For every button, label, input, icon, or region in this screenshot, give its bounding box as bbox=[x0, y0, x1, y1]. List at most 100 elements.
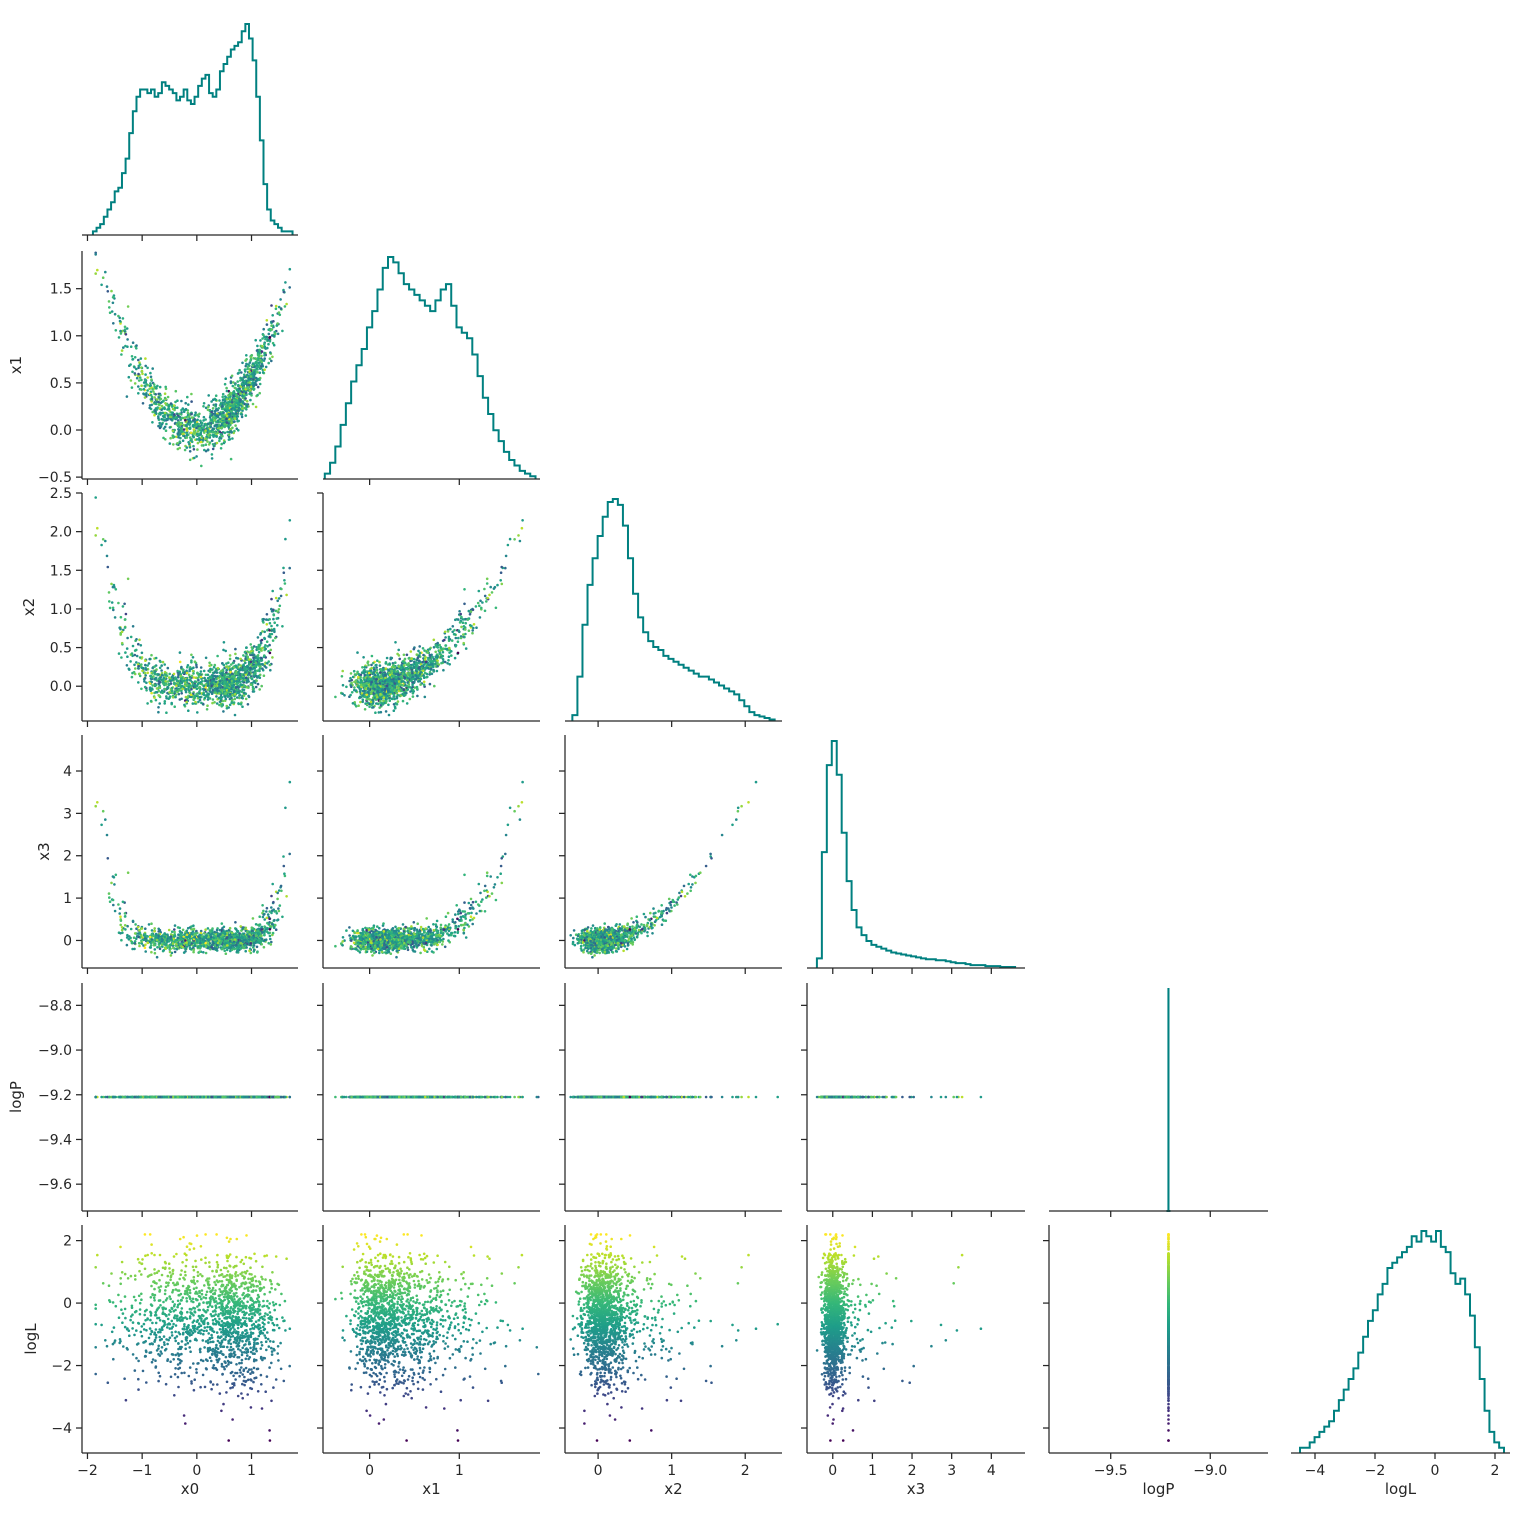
scatter-point bbox=[436, 670, 439, 673]
scatter-point bbox=[182, 439, 185, 442]
scatter-point bbox=[274, 637, 277, 640]
scatter-point bbox=[162, 683, 165, 686]
scatter-point bbox=[158, 702, 161, 705]
scatter-point bbox=[165, 711, 168, 714]
scatter-point bbox=[234, 417, 237, 420]
scatter-point bbox=[491, 591, 494, 594]
scatter-point bbox=[453, 633, 456, 636]
scatter-point bbox=[381, 702, 384, 705]
scatter-point bbox=[391, 675, 394, 678]
scatter-point bbox=[162, 437, 165, 440]
scatter-point bbox=[210, 685, 213, 688]
scatter-point bbox=[428, 673, 431, 676]
scatter-point bbox=[450, 654, 453, 657]
scatter-point bbox=[262, 371, 265, 374]
scatter-point bbox=[458, 610, 461, 613]
scatter-point bbox=[387, 704, 390, 707]
scatter-point bbox=[436, 662, 439, 665]
scatter-point bbox=[236, 696, 239, 699]
scatter-point bbox=[242, 402, 245, 405]
scatter-point bbox=[137, 667, 140, 670]
scatter-point bbox=[210, 411, 213, 414]
scatter-point bbox=[255, 679, 258, 682]
scatter-point bbox=[109, 607, 112, 610]
scatter-point bbox=[270, 328, 273, 331]
scatter-point bbox=[134, 649, 137, 652]
scatter-point bbox=[370, 686, 373, 689]
scatter-point bbox=[379, 693, 382, 696]
scatter-point bbox=[190, 694, 193, 697]
scatter-point bbox=[111, 601, 114, 604]
scatter-point bbox=[422, 647, 425, 650]
scatter-point bbox=[242, 663, 245, 666]
scatter-point bbox=[194, 420, 197, 423]
scatter-point bbox=[209, 697, 212, 700]
scatter-point bbox=[406, 668, 409, 671]
scatter-point bbox=[200, 702, 203, 705]
scatter-point bbox=[395, 676, 398, 679]
scatter-point bbox=[207, 448, 210, 451]
scatter-point bbox=[234, 403, 237, 406]
scatter-point bbox=[230, 701, 233, 704]
scatter-point bbox=[448, 638, 451, 641]
scatter-point bbox=[203, 416, 206, 419]
scatter-point bbox=[231, 682, 234, 685]
scatter-point bbox=[215, 681, 218, 684]
scatter-point bbox=[267, 362, 270, 365]
scatter-point bbox=[406, 677, 409, 680]
scatter-point bbox=[229, 413, 232, 416]
scatter-point bbox=[102, 538, 105, 541]
scatter-point bbox=[251, 646, 254, 649]
scatter-point bbox=[246, 400, 249, 403]
scatter-point bbox=[225, 418, 228, 421]
scatter-point bbox=[212, 407, 215, 410]
scatter-point bbox=[144, 357, 147, 360]
scatter-point bbox=[230, 380, 233, 383]
scatter-point bbox=[501, 583, 504, 586]
scatter-point bbox=[144, 674, 147, 677]
scatter-point bbox=[207, 693, 210, 696]
scatter-point bbox=[464, 622, 467, 625]
scatter-point bbox=[447, 659, 450, 662]
scatter-point bbox=[150, 692, 153, 695]
scatter-point bbox=[269, 669, 272, 672]
scatter-point bbox=[173, 705, 176, 708]
scatter-point bbox=[424, 658, 427, 661]
scatter-point bbox=[136, 377, 139, 380]
scatter-point bbox=[189, 420, 192, 423]
scatter-point bbox=[273, 344, 276, 347]
scatter-point bbox=[391, 680, 394, 683]
scatter-point bbox=[134, 667, 137, 670]
scatter-point bbox=[457, 652, 460, 655]
scatter-point bbox=[234, 653, 237, 656]
scatter-point bbox=[128, 668, 131, 671]
scatter-point bbox=[165, 388, 168, 391]
scatter-point bbox=[114, 313, 117, 316]
scatter-point bbox=[353, 670, 356, 673]
scatter-point bbox=[205, 438, 208, 441]
scatter-point bbox=[100, 544, 103, 547]
scatter-point bbox=[131, 652, 134, 655]
scatter-point bbox=[108, 306, 111, 309]
scatter-point bbox=[269, 633, 272, 636]
scatter-point bbox=[163, 702, 166, 705]
scatter-point bbox=[124, 326, 127, 329]
scatter-point bbox=[128, 364, 131, 367]
scatter-point bbox=[252, 403, 255, 406]
scatter-point bbox=[234, 387, 237, 390]
scatter-point bbox=[215, 399, 218, 402]
scatter-point bbox=[521, 519, 524, 522]
scatter-point bbox=[263, 674, 266, 677]
scatter-point bbox=[479, 616, 482, 619]
scatter-point bbox=[234, 424, 237, 427]
scatter-point bbox=[416, 688, 419, 691]
scatter-point bbox=[151, 672, 154, 675]
scatter-point bbox=[167, 405, 170, 408]
scatter-point bbox=[241, 684, 244, 687]
scatter-point bbox=[282, 567, 285, 570]
scatter-point bbox=[140, 357, 143, 360]
scatter-point bbox=[253, 376, 256, 379]
scatter-point bbox=[462, 621, 465, 624]
scatter-point bbox=[379, 664, 382, 667]
